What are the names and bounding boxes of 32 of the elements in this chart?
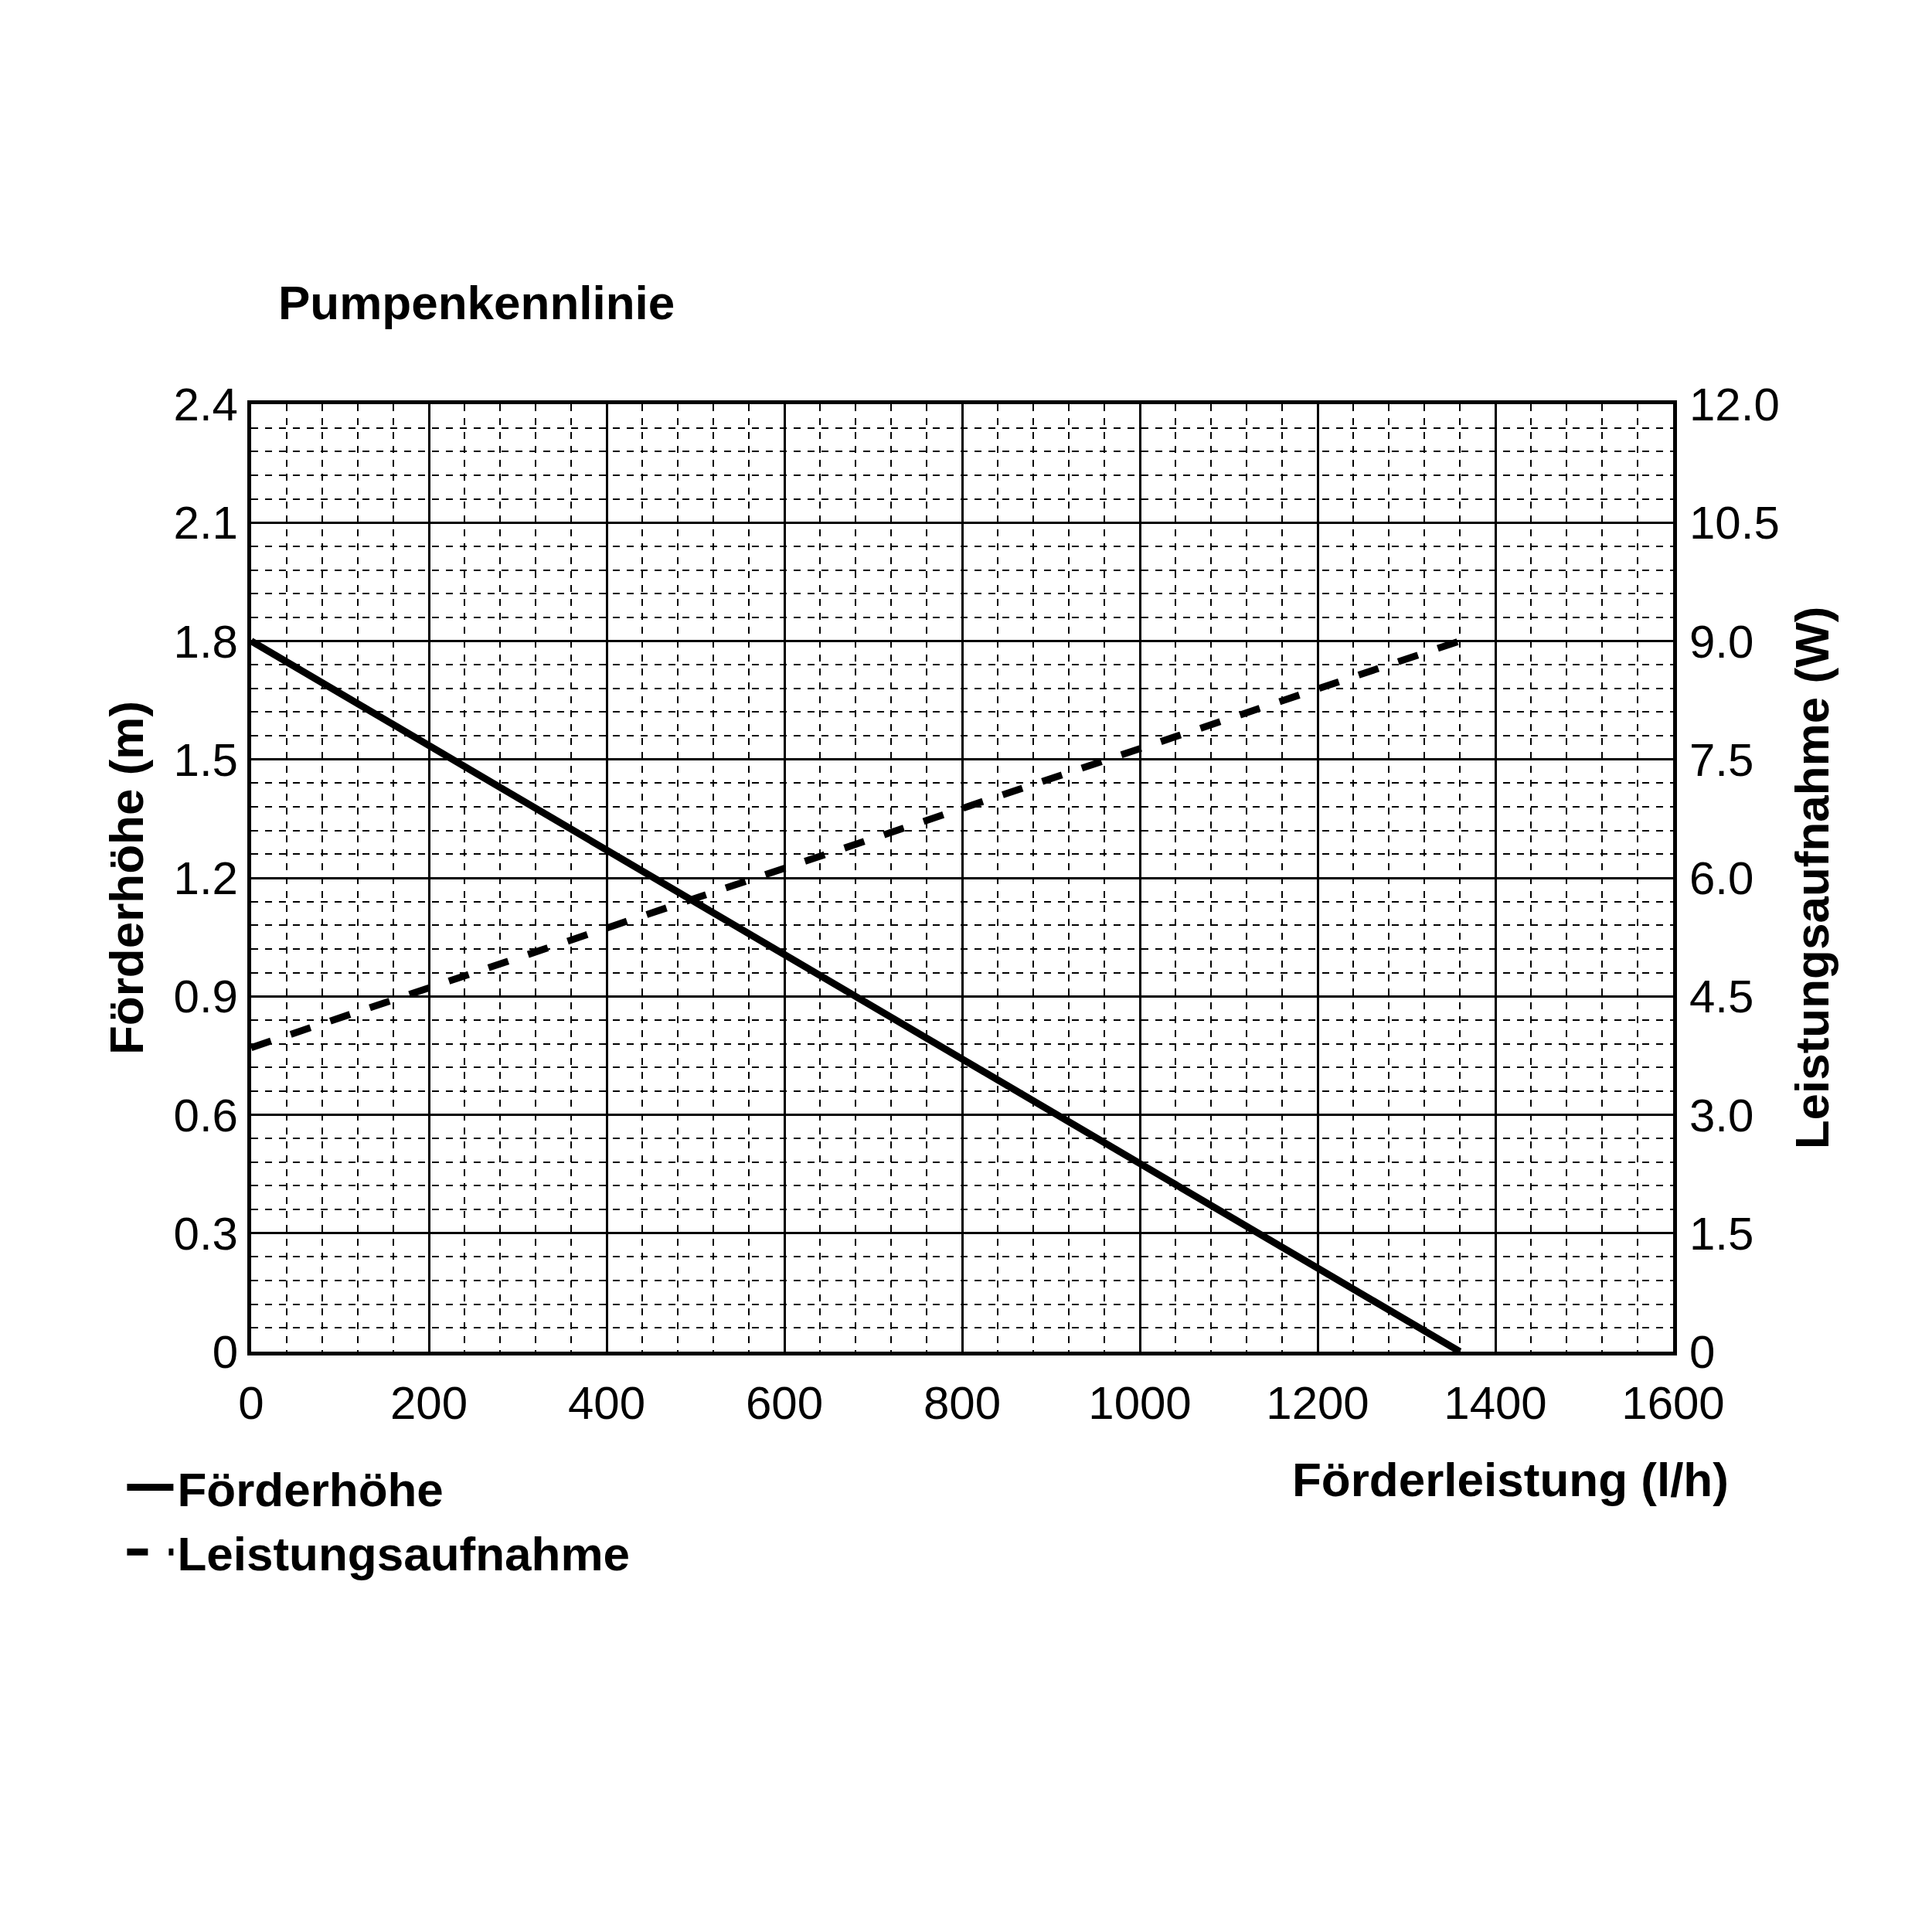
chart-title: Pumpenkennlinie bbox=[278, 276, 675, 330]
y2-tick-label: 3.0 bbox=[1689, 1089, 1754, 1141]
y2-tick-label: 9.0 bbox=[1689, 615, 1754, 668]
x-tick-label: 1000 bbox=[1088, 1377, 1192, 1429]
y2-tick-label: 12.0 bbox=[1689, 379, 1780, 430]
x-tick-label: 200 bbox=[389, 1377, 468, 1429]
y2-tick-label: 1.5 bbox=[1689, 1207, 1754, 1260]
x-tick-label: 600 bbox=[745, 1377, 824, 1429]
y2-tick-label: 7.5 bbox=[1689, 733, 1754, 786]
y2-tick-label: 4.5 bbox=[1689, 971, 1754, 1023]
y-tick-label: 0.9 bbox=[173, 971, 238, 1023]
y-tick-label: 1.2 bbox=[173, 852, 238, 904]
x-tick-label: 1400 bbox=[1444, 1377, 1547, 1429]
x-tick-label: 1200 bbox=[1266, 1377, 1369, 1429]
x-tick-label: 1600 bbox=[1621, 1377, 1725, 1429]
y2-tick-label: 10.5 bbox=[1689, 497, 1780, 549]
y-tick-label: 2.1 bbox=[173, 497, 238, 549]
legend-label: Leistungsaufnahme bbox=[177, 1527, 631, 1581]
x-axis-title: Förderleistung (l/h) bbox=[1292, 1453, 1729, 1506]
x-tick-label: 800 bbox=[923, 1377, 1002, 1429]
y-tick-label: 1.5 bbox=[173, 733, 238, 786]
y-axis-title: Förderhöhe (m) bbox=[100, 700, 154, 1056]
y2-axis-title: Leistungsaufnahme (W) bbox=[1784, 606, 1838, 1150]
legend-label: Förderhöhe bbox=[177, 1462, 444, 1516]
y-tick-label: 0.3 bbox=[173, 1207, 238, 1260]
y2-tick-label: 6.0 bbox=[1689, 852, 1754, 904]
y-tick-label: 0.6 bbox=[173, 1089, 238, 1141]
y2-tick-label: 0 bbox=[1689, 1326, 1716, 1378]
y-tick-label: 1.8 bbox=[173, 615, 238, 668]
x-tick-label: 400 bbox=[567, 1377, 646, 1429]
y-tick-label: 0 bbox=[212, 1326, 238, 1378]
y-tick-label: 2.4 bbox=[173, 379, 238, 430]
